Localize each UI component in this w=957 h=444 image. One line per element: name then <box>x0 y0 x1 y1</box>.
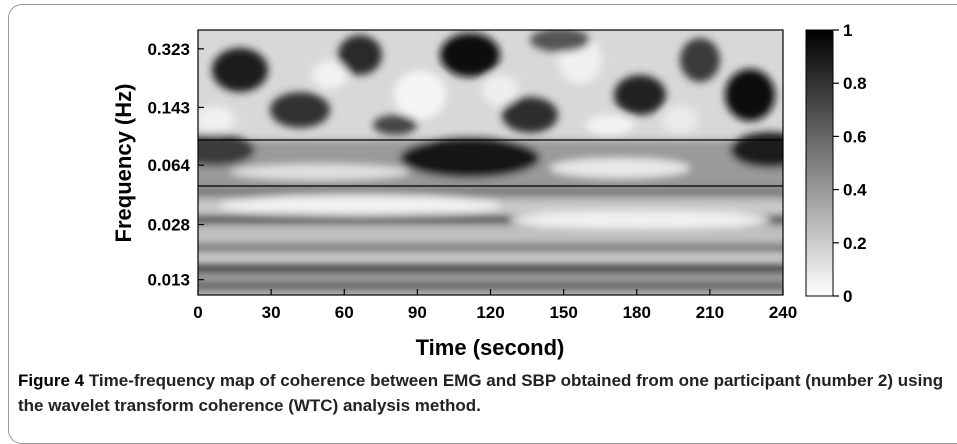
figure-caption: Figure 4 Time-frequency map of coherence… <box>18 368 948 418</box>
colorbar-tick-label: 0 <box>843 287 852 306</box>
x-tick-label: 180 <box>623 303 651 322</box>
x-tick-label: 240 <box>769 303 797 322</box>
colorbar-tick-label: 0.8 <box>843 74 867 93</box>
colorbar-tick-label: 0.4 <box>843 181 867 200</box>
x-tick-label: 210 <box>696 303 724 322</box>
colorbar-tick-label: 0.6 <box>843 127 867 146</box>
coherence-chart: 0 30 60 90 120 150 180 210 240 0.3230.1430.0640.… <box>111 21 867 360</box>
x-tick-label: 120 <box>476 303 504 322</box>
y-tick-label: 0.028 <box>147 216 190 235</box>
y-tick-label: 0.323 <box>147 40 190 59</box>
colorbar-ticks: 0 0.2 0.4 0.6 0.8 1 <box>833 21 867 306</box>
y-tick-label: 0.064 <box>147 156 190 175</box>
x-tick-label: 150 <box>549 303 577 322</box>
x-axis-label: Time (second) <box>416 335 565 360</box>
y-axis-label: Frequency (Hz) <box>111 84 136 243</box>
y-axis: 0.323 0.143 0.064 0.028 0.013 <box>147 40 204 290</box>
y-tick-label: 0.013 <box>147 271 190 290</box>
caption-text: Time-frequency map of coherence between … <box>18 371 944 415</box>
y-tick-label: 0.143 <box>147 98 190 117</box>
heatmap-plot <box>198 30 783 295</box>
colorbar-tick-label: 1 <box>843 21 852 40</box>
x-tick-label: 0 <box>193 303 202 322</box>
x-tick-label: 60 <box>335 303 354 322</box>
caption-label: Figure 4 <box>18 371 85 390</box>
colorbar-tick-label: 0.2 <box>843 234 867 253</box>
x-tick-label: 30 <box>262 303 281 322</box>
colorbar <box>805 29 834 297</box>
x-tick-label: 90 <box>408 303 427 322</box>
x-axis: 0 30 60 90 120 150 180 210 240 <box>193 289 797 322</box>
